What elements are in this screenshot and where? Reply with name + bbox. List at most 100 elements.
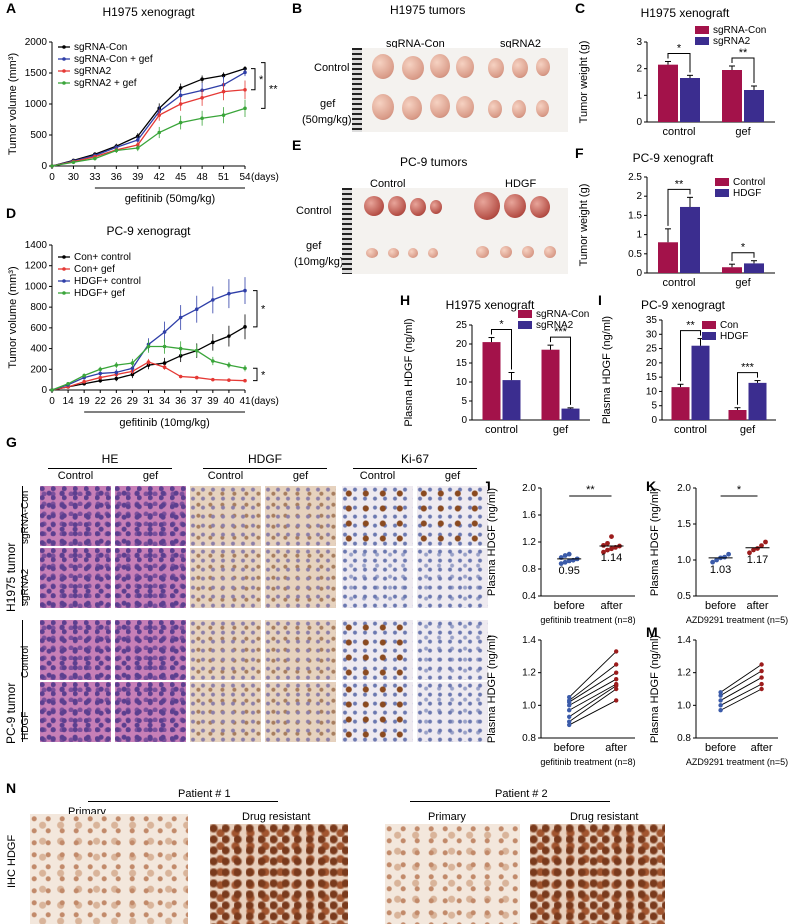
ihc-tile <box>115 486 186 546</box>
ihc-tile <box>190 486 261 546</box>
scatter-point <box>722 554 727 560</box>
pair-line <box>568 700 617 726</box>
treatment-label: gefitinib treatment (n=8) <box>540 615 635 625</box>
ihc-group-line <box>353 468 477 469</box>
y-tick-label: 15 <box>456 358 468 369</box>
scatter-point <box>601 542 606 548</box>
ihc-tile <box>40 620 111 680</box>
sig-bracket-2 <box>261 62 266 109</box>
data-point <box>157 130 162 135</box>
data-point <box>157 113 162 117</box>
legend-label: Con <box>720 320 738 331</box>
ihc-tile <box>40 486 111 546</box>
chart-l-gefitinib-paired: 0.8 1.0 1.2 1.4 Plasma HDGF (ng/ml) before aft… <box>486 635 636 767</box>
ihc-group-line <box>203 468 327 469</box>
x-tick-label: 29 <box>127 396 139 407</box>
legend-label: Control <box>733 177 765 188</box>
legend-swatch <box>715 178 729 186</box>
ihc-tile <box>342 682 413 742</box>
ihc-tile <box>417 486 488 546</box>
x-tick-label: before <box>554 600 585 612</box>
legend-marker <box>62 267 66 271</box>
panel-e-row2b: (10mg/kg) <box>294 256 344 268</box>
sig-label-2: ** <box>269 84 278 96</box>
y-tick-label: 30 <box>646 329 658 340</box>
panel-letter-d: D <box>6 205 17 221</box>
ihc-tile <box>265 486 336 546</box>
data-point <box>243 106 247 111</box>
chart-c-h1975-weight: H1975 xenograft 0 1 2 3 Tumor weight (g) contr… <box>578 6 775 138</box>
panel-g-ihc-grid: HE HDGF Ki-67 Control gef Control gef Control ge… <box>0 434 488 774</box>
y-tick-label: 2 <box>636 191 642 202</box>
data-point <box>227 334 231 338</box>
patient1-label: Patient # 1 <box>178 788 231 800</box>
ihc-tile <box>417 620 488 680</box>
pair-line <box>568 688 617 723</box>
before-point <box>567 694 572 700</box>
data-point <box>162 330 167 334</box>
before-point <box>718 708 723 713</box>
x-tick-label: 0 <box>49 396 55 407</box>
bar-1 <box>691 345 710 420</box>
data-point <box>135 146 140 150</box>
legend-label: Con+ control <box>74 252 131 263</box>
data-point <box>227 363 231 367</box>
data-point <box>211 340 215 345</box>
tumor-label-pc9: PC-9 tumor <box>4 682 18 744</box>
data-point <box>82 373 86 378</box>
chart-j-gefitinib-scatter: 0.4 0.8 1.2 1.6 2.0 Plasma HDGF (ng/ml) 0.95 be… <box>486 483 636 625</box>
data-point <box>162 365 167 370</box>
chart-title: PC-9 xenogragt <box>106 224 191 238</box>
data-point <box>227 378 231 382</box>
data-point <box>178 120 183 125</box>
ihc-tile <box>265 548 336 608</box>
y-tick-label: 1.4 <box>677 635 691 646</box>
legend-label: Con+ gef <box>74 264 115 275</box>
bar-0 <box>728 410 747 420</box>
bar-1 <box>680 78 700 122</box>
pair-line <box>720 688 762 711</box>
y-tick-label: 1400 <box>25 240 48 251</box>
legend-marker <box>62 57 66 61</box>
y-tick-label: 1.4 <box>522 635 536 646</box>
before-point <box>567 698 572 703</box>
sig-bracket <box>491 329 512 370</box>
scatter-point <box>751 547 756 553</box>
pair-line <box>720 664 762 693</box>
panel-letter-h: H <box>400 292 411 308</box>
data-point <box>162 361 167 365</box>
x-tick-label: 39 <box>132 172 144 183</box>
after-point <box>614 662 619 667</box>
y-tick-label: 2.0 <box>677 483 691 494</box>
data-point <box>243 70 247 75</box>
y-tick-label: 0.8 <box>522 733 536 744</box>
y-tick-label: 0.8 <box>522 564 536 575</box>
x-tick-label: 36 <box>111 172 123 183</box>
ihc-tile <box>417 682 488 742</box>
sig-label-1: * <box>259 74 264 86</box>
x-tick-label: after <box>605 742 627 754</box>
y-tick-label: 1000 <box>25 99 48 110</box>
series-line-2 <box>51 89 246 167</box>
data-point <box>130 366 135 371</box>
data-point <box>114 363 119 367</box>
y-axis-label: Plasma HDGF (ng/ml) <box>601 316 613 424</box>
x-tick-label: gef <box>735 126 751 138</box>
pair-line <box>568 664 617 701</box>
sig-label: * <box>499 319 504 331</box>
bar-1 <box>502 380 521 420</box>
y-tick-label: 1200 <box>25 261 48 272</box>
sig-bracket <box>667 188 691 226</box>
sig-bracket-1 <box>251 68 256 91</box>
after-point <box>614 677 619 682</box>
panel-e-row1: Control <box>296 205 332 217</box>
sig-label: ** <box>586 484 595 496</box>
bar-1 <box>748 382 767 420</box>
x-tick-label: after <box>746 600 768 612</box>
x-tick-label: after <box>751 742 773 754</box>
x-tick-label: 37 <box>191 396 203 407</box>
legend-marker <box>62 255 66 259</box>
x-tick-label: 14 <box>63 396 75 407</box>
treatment-label: AZD9291 treatment (n=5) <box>686 757 788 767</box>
ihc-tile <box>40 682 111 742</box>
